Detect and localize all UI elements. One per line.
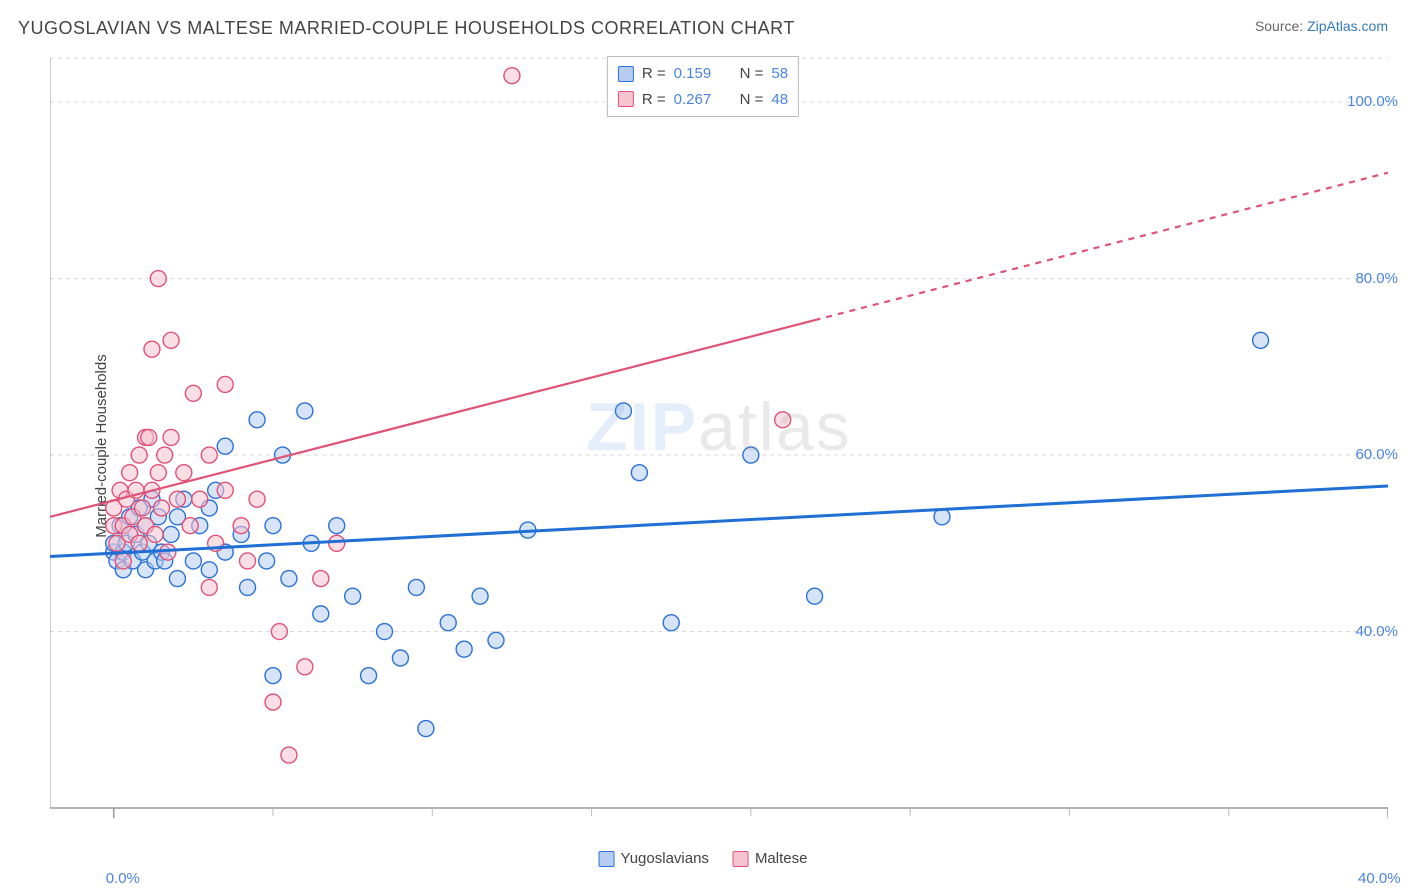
x-tick-label: 0.0% [106, 870, 140, 887]
source-link[interactable]: ZipAtlas.com [1307, 18, 1388, 34]
n-value: 48 [771, 87, 788, 113]
legend-label: Maltese [755, 850, 808, 867]
r-value: 0.267 [674, 87, 724, 113]
chart-title: YUGOSLAVIAN VS MALTESE MARRIED-COUPLE HO… [18, 18, 795, 39]
plot-area: ZIPatlas [50, 48, 1388, 838]
stats-row: R =0.267N =48 [618, 87, 788, 113]
legend-item: Yugoslavians [599, 850, 709, 867]
n-value: 58 [771, 61, 788, 87]
y-tick-label: 80.0% [1355, 270, 1398, 287]
source-attribution: Source: ZipAtlas.com [1255, 18, 1388, 34]
x-tick-label: 40.0% [1358, 870, 1401, 887]
stats-swatch [618, 66, 634, 82]
y-tick-label: 100.0% [1347, 93, 1398, 110]
legend-item: Maltese [733, 850, 808, 867]
stats-row: R =0.159N =58 [618, 61, 788, 87]
scatter-plot-svg [50, 48, 1388, 838]
legend-swatch [733, 851, 749, 867]
legend-swatch [599, 851, 615, 867]
correlation-stats-box: R =0.159N =58R =0.267N =48 [607, 56, 799, 117]
legend-label: Yugoslavians [621, 850, 709, 867]
chart-container: YUGOSLAVIAN VS MALTESE MARRIED-COUPLE HO… [0, 0, 1406, 892]
series-legend: Yugoslavians Maltese [599, 850, 808, 867]
stats-swatch [618, 91, 634, 107]
y-tick-label: 60.0% [1355, 446, 1398, 463]
y-tick-label: 40.0% [1355, 623, 1398, 640]
r-value: 0.159 [674, 61, 724, 87]
